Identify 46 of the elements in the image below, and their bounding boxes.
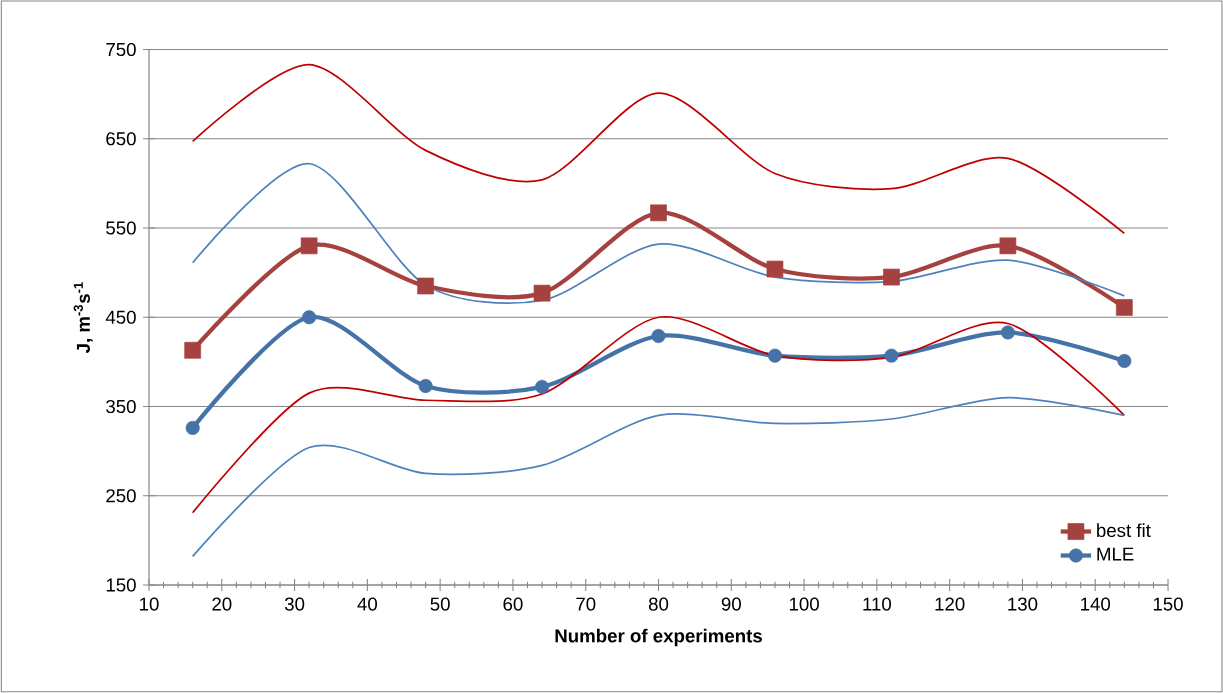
point: [884, 348, 899, 363]
point: [535, 379, 550, 394]
x-tick-label: 20: [212, 597, 232, 611]
line-series: [191, 316, 1126, 514]
x-tick-label: 90: [721, 597, 741, 611]
x-tick-label: 70: [576, 597, 596, 611]
point: [1117, 353, 1132, 368]
point: [766, 260, 784, 278]
x-tick-label: 60: [503, 597, 523, 611]
legend-label: MLE: [1097, 547, 1134, 561]
y-tick-label: 550: [106, 221, 136, 235]
x-tick-label: 140: [1081, 597, 1111, 611]
point: [418, 378, 433, 393]
y-axis-title: J, m$^{-3}$s$^{-1}$: [73, 282, 93, 354]
x-tick-label: 130: [1008, 597, 1038, 611]
x-tick-label: 10: [140, 597, 159, 611]
point: [883, 268, 900, 286]
point: [302, 310, 317, 325]
x-tick-label: 120: [935, 597, 965, 611]
point: [651, 328, 666, 343]
y-tick-label: 450: [105, 310, 136, 324]
x-tick-label: 80: [648, 597, 669, 611]
x-axis-title: Number of experiments: [555, 628, 762, 647]
x-tick-label: 150: [1153, 597, 1183, 611]
point: [300, 237, 318, 255]
point: [999, 237, 1017, 255]
point: [767, 348, 782, 363]
y-tick-label: 650: [106, 132, 136, 146]
x-tick-label: 40: [357, 597, 378, 611]
point: [184, 341, 202, 359]
y-tick-label: 350: [106, 399, 136, 414]
y-tick-label: 250: [106, 489, 136, 503]
x-tick-label: 100: [789, 597, 819, 611]
y-tick-label: 750: [106, 42, 136, 57]
x-tick-label: 30: [284, 597, 305, 611]
point: [533, 284, 551, 302]
y-tick-label: 150: [106, 578, 136, 592]
point: [650, 204, 667, 222]
point: [1000, 325, 1015, 340]
point: [417, 277, 434, 295]
point: [1116, 299, 1133, 316]
line-series: [191, 63, 1126, 235]
legend-label: best fit: [1097, 523, 1151, 538]
x-tick-label: 50: [430, 597, 450, 611]
x-tick-label: 110: [863, 597, 892, 611]
point: [185, 420, 200, 435]
